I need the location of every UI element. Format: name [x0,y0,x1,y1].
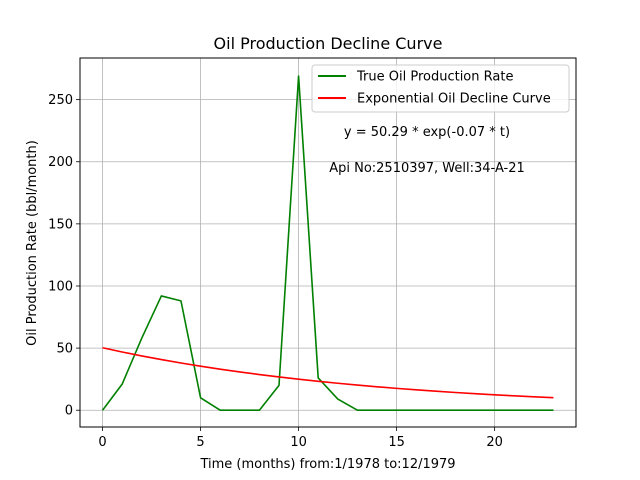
series-lines [101,75,554,412]
y-tick-label: 250 [48,93,73,108]
x-axis-ticks: 0 5 10 15 20 [98,427,503,450]
equation-annotation: y = 50.29 * exp(-0.07 * t) [344,125,510,140]
x-tick-label: 15 [388,435,405,450]
y-tick-label: 200 [48,155,73,170]
x-axis-label: Time (months) from:1/1978 to:12/1979 [199,457,455,472]
legend: True Oil Production Rate Exponential Oil… [311,64,570,113]
x-tick-label: 5 [196,435,204,450]
legend-box [311,64,570,113]
y-tick-label: 50 [56,342,73,357]
y-axis-label: Oil Production Rate (bbl/month) [25,140,40,346]
chart-title: Oil Production Decline Curve [214,34,443,53]
well-annotation: Api No:2510397, Well:34-A-21 [329,161,525,176]
x-tick-label: 20 [486,435,503,450]
y-tick-label: 150 [48,217,73,232]
legend-label-true-oil: True Oil Production Rate [356,70,513,85]
plot-frame [79,57,577,428]
y-tick-label: 100 [48,279,73,294]
x-tick-label: 0 [98,435,106,450]
series-line-1 [102,346,554,399]
y-axis-ticks: 0 50 100 150 200 250 [48,93,80,419]
x-tick-label: 10 [290,435,307,450]
plot-background [80,58,576,427]
series-line-0 [101,75,554,412]
legend-label-exponential: Exponential Oil Decline Curve [357,92,551,107]
y-tick-label: 0 [65,404,73,419]
